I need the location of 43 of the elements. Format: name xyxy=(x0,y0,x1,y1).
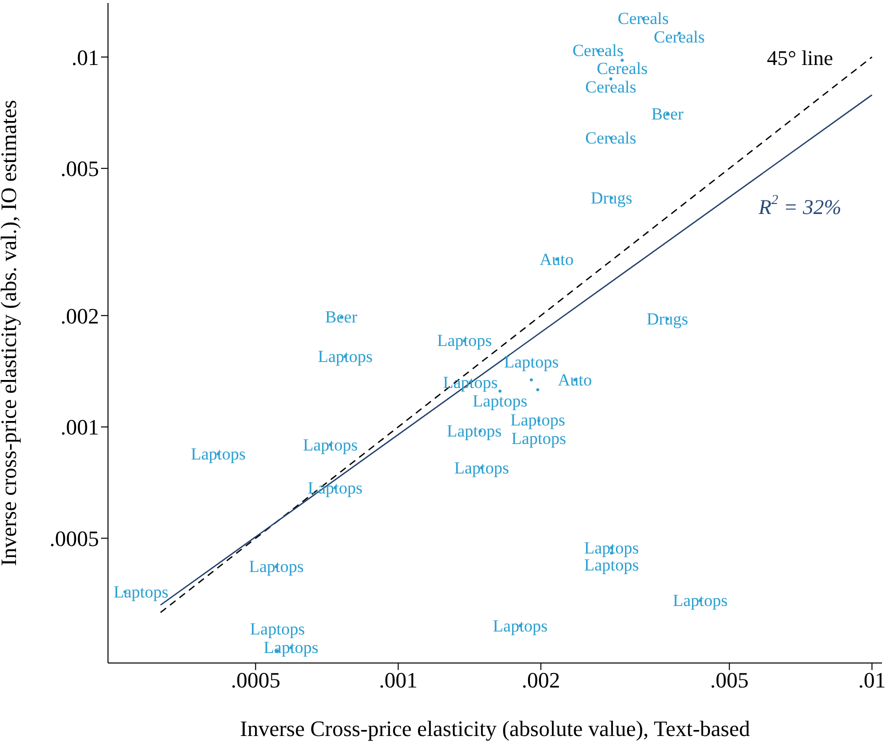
text: Laptops xyxy=(248,557,304,576)
text: Cereals xyxy=(596,58,648,78)
y-tick-label: .005 xyxy=(60,156,99,182)
text: Laptops xyxy=(511,429,566,448)
x-tick-label: .001 xyxy=(378,668,418,693)
text: Laptops xyxy=(264,638,318,658)
series-label: Beer xyxy=(325,308,358,327)
x-axis-title: Inverse Cross-price elasticity (absolute value), Text-based xyxy=(240,716,750,741)
text: Laptops xyxy=(302,435,358,454)
text: Cereals xyxy=(585,128,636,148)
y-axis-title: Inverse cross-price elasticity (abs. val.), IO estimates xyxy=(0,100,21,566)
text: Laptops xyxy=(504,352,559,372)
x-tick-label: .002 xyxy=(522,668,560,693)
text: Laptops xyxy=(446,421,502,440)
text: Beer xyxy=(651,104,684,124)
y-tick-label: .0005 xyxy=(50,526,99,552)
text: Laptops xyxy=(454,458,510,478)
text: Cereals xyxy=(618,9,669,28)
series-label: Laptops xyxy=(510,410,566,430)
text: Laptops xyxy=(318,347,373,366)
text: Cereals xyxy=(654,28,705,47)
text: Laptops xyxy=(492,616,548,636)
annotation: 45° line xyxy=(766,46,834,70)
x-tick-label: .0005 xyxy=(230,668,280,693)
text: Laptops xyxy=(672,591,728,610)
text: Auto xyxy=(540,250,574,269)
series-label: Cereals xyxy=(572,41,624,60)
series-label: Drugs xyxy=(646,309,688,328)
text: Laptops xyxy=(190,444,246,464)
text: Drugs xyxy=(590,188,632,208)
text: Laptops xyxy=(437,331,492,350)
y-tick-label: .001 xyxy=(60,414,99,440)
y-tick-label: .002 xyxy=(60,303,99,328)
text: Laptops xyxy=(472,392,528,411)
x-tick-label: .01 xyxy=(858,668,886,693)
text: Cereals xyxy=(585,77,636,96)
x-tick-label: .005 xyxy=(710,668,749,693)
series-label: Auto xyxy=(558,370,592,390)
text: Laptops xyxy=(114,582,168,602)
annotation: R$^{2}$ = 32% xyxy=(758,192,842,219)
text: Laptops xyxy=(584,538,639,558)
text: Laptops xyxy=(250,619,305,638)
y-tick-label: .01 xyxy=(72,44,99,70)
